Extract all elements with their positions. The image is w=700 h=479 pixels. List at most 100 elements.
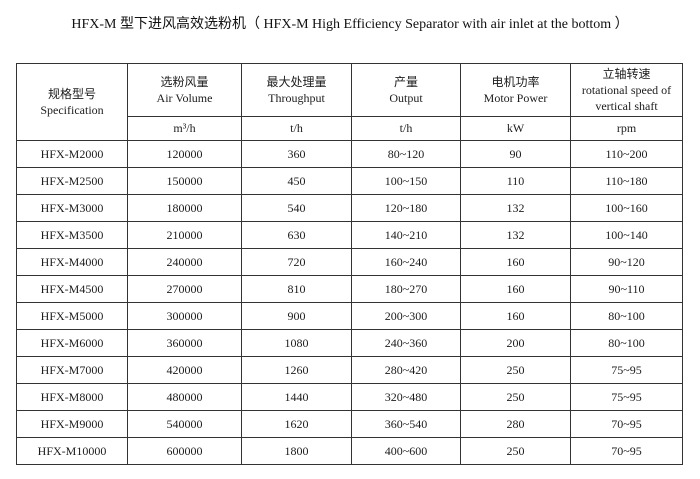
cell-throughput: 810 [241,275,352,303]
cell-throughput: 1620 [241,410,352,438]
cell-air-volume: 360000 [127,329,242,357]
cell-model: HFX-M6000 [16,329,128,357]
cell-output: 100~150 [351,167,461,195]
col-header-throughput: 最大处理量 Throughput [241,63,352,117]
cell-output: 280~420 [351,356,461,384]
cell-throughput: 1260 [241,356,352,384]
col-header-output: 产量 Output [351,63,461,117]
cell-model: HFX-M2500 [16,167,128,195]
cell-shaft-speed: 70~95 [570,437,683,465]
unit-air-volume: m³/h [127,116,242,141]
col-header-specification-en: Specification [40,103,104,117]
col-header-shaft-speed-en: rotational speed of vertical shaft [581,83,672,113]
cell-air-volume: 480000 [127,383,242,411]
cell-motor-power: 90 [460,140,571,168]
cell-output: 320~480 [351,383,461,411]
col-header-output-zh: 产量 [393,75,418,89]
header-row-names: 规格型号 Specification 选粉风量 Air Volume 最大处理量… [16,63,683,141]
table-row: HFX-M3000 180000 540 120~180 132 100~160 [16,194,683,222]
cell-air-volume: 270000 [127,275,242,303]
cell-model: HFX-M9000 [16,410,128,438]
cell-output: 400~600 [351,437,461,465]
cell-throughput: 1800 [241,437,352,465]
cell-throughput: 450 [241,167,352,195]
col-header-motor-power: 电机功率 Motor Power [460,63,571,117]
cell-motor-power: 132 [460,221,571,249]
spec-table: 规格型号 Specification 选粉风量 Air Volume 最大处理量… [16,63,683,465]
col-header-specification-zh: 规格型号 [47,87,96,101]
cell-air-volume: 210000 [127,221,242,249]
cell-shaft-speed: 80~100 [570,329,683,357]
cell-output: 140~210 [351,221,461,249]
cell-output: 120~180 [351,194,461,222]
cell-throughput: 720 [241,248,352,276]
unit-output: t/h [351,116,461,141]
col-header-shaft-speed-zh: 立轴转速 [602,67,651,81]
cell-output: 180~270 [351,275,461,303]
cell-model: HFX-M3500 [16,221,128,249]
cell-throughput: 1080 [241,329,352,357]
cell-shaft-speed: 100~140 [570,221,683,249]
cell-throughput: 900 [241,302,352,330]
cell-throughput: 540 [241,194,352,222]
col-header-air-volume: 选粉风量 Air Volume [127,63,242,117]
table-row: HFX-M3500 210000 630 140~210 132 100~140 [16,221,683,249]
cell-shaft-speed: 75~95 [570,383,683,411]
table-row: HFX-M7000 420000 1260 280~420 250 75~95 [16,356,683,384]
col-header-motor-power-en: Motor Power [483,91,548,105]
table-row: HFX-M4000 240000 720 160~240 160 90~120 [16,248,683,276]
table-row: HFX-M2500 150000 450 100~150 110 110~180 [16,167,683,195]
cell-throughput: 630 [241,221,352,249]
col-header-output-en: Output [389,91,423,105]
cell-air-volume: 240000 [127,248,242,276]
col-header-throughput-zh: 最大处理量 [266,75,327,89]
cell-air-volume: 540000 [127,410,242,438]
cell-air-volume: 420000 [127,356,242,384]
cell-motor-power: 160 [460,248,571,276]
cell-shaft-speed: 110~200 [570,140,683,168]
cell-motor-power: 110 [460,167,571,195]
cell-shaft-speed: 75~95 [570,356,683,384]
table-row: HFX-M4500 270000 810 180~270 160 90~110 [16,275,683,303]
cell-model: HFX-M5000 [16,302,128,330]
cell-shaft-speed: 100~160 [570,194,683,222]
cell-shaft-speed: 110~180 [570,167,683,195]
cell-output: 80~120 [351,140,461,168]
cell-shaft-speed: 80~100 [570,302,683,330]
cell-motor-power: 160 [460,275,571,303]
cell-throughput: 360 [241,140,352,168]
col-header-air-volume-en: Air Volume [156,91,213,105]
cell-output: 360~540 [351,410,461,438]
cell-model: HFX-M2000 [16,140,128,168]
cell-air-volume: 300000 [127,302,242,330]
table-row: HFX-M5000 300000 900 200~300 160 80~100 [16,302,683,330]
cell-shaft-speed: 90~110 [570,275,683,303]
table-row: HFX-M8000 480000 1440 320~480 250 75~95 [16,383,683,411]
cell-motor-power: 250 [460,383,571,411]
cell-motor-power: 132 [460,194,571,222]
unit-shaft-speed: rpm [570,116,683,141]
col-header-specification: 规格型号 Specification [16,63,128,141]
unit-motor-power: kW [460,116,571,141]
cell-output: 160~240 [351,248,461,276]
table-row: HFX-M6000 360000 1080 240~360 200 80~100 [16,329,683,357]
cell-motor-power: 250 [460,437,571,465]
cell-motor-power: 250 [460,356,571,384]
cell-motor-power: 200 [460,329,571,357]
table-row: HFX-M9000 540000 1620 360~540 280 70~95 [16,410,683,438]
cell-model: HFX-M7000 [16,356,128,384]
col-header-shaft-speed: 立轴转速 rotational speed of vertical shaft [570,63,683,117]
cell-shaft-speed: 90~120 [570,248,683,276]
cell-air-volume: 120000 [127,140,242,168]
cell-model: HFX-M8000 [16,383,128,411]
header-row-units: m³/h t/h t/h kW rpm [17,116,683,141]
table-row: HFX-M2000 120000 360 80~120 90 110~200 [16,140,683,168]
cell-model: HFX-M4000 [16,248,128,276]
cell-air-volume: 150000 [127,167,242,195]
unit-throughput: t/h [241,116,352,141]
cell-air-volume: 180000 [127,194,242,222]
cell-motor-power: 160 [460,302,571,330]
cell-motor-power: 280 [460,410,571,438]
col-header-motor-power-zh: 电机功率 [491,75,540,89]
